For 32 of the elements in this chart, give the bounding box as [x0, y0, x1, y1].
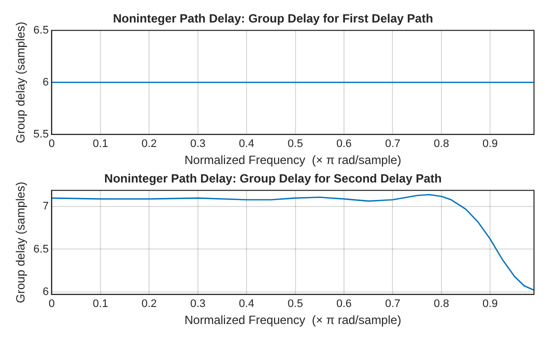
x-tick-label: 0.5: [288, 138, 303, 150]
y-tick-label: 5.5: [33, 128, 49, 140]
y-tick-label: 6: [42, 76, 49, 88]
x-tick-label: 0.2: [141, 298, 157, 310]
y-tick-label: 6.5: [33, 243, 49, 256]
y-axis-title: Group delay (samples): [14, 182, 28, 304]
x-tick-label: 0.8: [434, 298, 450, 310]
x-tick-label: 0.6: [336, 138, 352, 150]
x-tick-label: 0.9: [482, 138, 498, 150]
x-axis-title: Normalized Frequency (× π rad/sample): [184, 153, 402, 168]
x-tick-label: 0.1: [92, 298, 108, 310]
x-tick-label: 0.6: [336, 298, 352, 310]
x-tick-label: 0.4: [238, 298, 254, 310]
y-tick-label: 6.5: [33, 24, 49, 36]
x-tick-label: 0.3: [190, 298, 206, 310]
x-tick-label: 0.1: [92, 138, 108, 150]
x-tick-label: 0.7: [385, 138, 400, 150]
x-tick-label: 0.4: [238, 138, 254, 150]
x-tick-label: 0: [48, 138, 55, 150]
y-tick-label: 6: [42, 286, 49, 298]
x-tick-label: 0.7: [385, 298, 400, 310]
x-tick-label: 0.5: [288, 298, 303, 310]
x-tick-label: 0.8: [434, 138, 450, 150]
x-tick-label: 0.3: [190, 138, 206, 150]
chart-title: Noninteger Path Delay: Group Delay for Second Delay Path: [104, 172, 442, 186]
x-tick-label: 0: [48, 298, 55, 310]
chart-title: Noninteger Path Delay: Group Delay for First Delay Path: [112, 12, 434, 26]
x-tick-label: 0.9: [482, 298, 498, 310]
y-tick-label: 7: [42, 200, 49, 213]
x-axis-title: Normalized Frequency (× π rad/sample): [184, 313, 402, 328]
y-axis-title: Group delay (samples): [14, 22, 28, 144]
x-tick-label: 0.2: [141, 138, 157, 150]
